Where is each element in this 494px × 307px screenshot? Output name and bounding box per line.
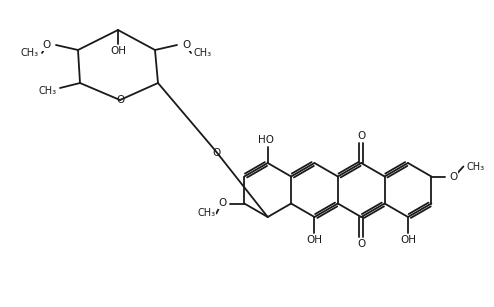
Text: O: O [213, 148, 221, 158]
Text: OH: OH [400, 235, 416, 245]
Text: CH₃: CH₃ [466, 161, 485, 172]
Text: O: O [357, 239, 366, 249]
Text: O: O [182, 40, 190, 50]
Text: CH₃: CH₃ [39, 86, 57, 96]
Text: CH₃: CH₃ [194, 48, 212, 58]
Text: HO: HO [258, 135, 274, 145]
Text: CH₃: CH₃ [21, 48, 39, 58]
Text: OH: OH [306, 235, 323, 245]
Text: CH₃: CH₃ [197, 208, 215, 219]
Text: O: O [357, 131, 366, 141]
Text: O: O [43, 40, 51, 50]
Text: O: O [116, 95, 124, 105]
Text: O: O [218, 199, 226, 208]
Text: OH: OH [110, 46, 126, 56]
Text: O: O [450, 172, 457, 181]
